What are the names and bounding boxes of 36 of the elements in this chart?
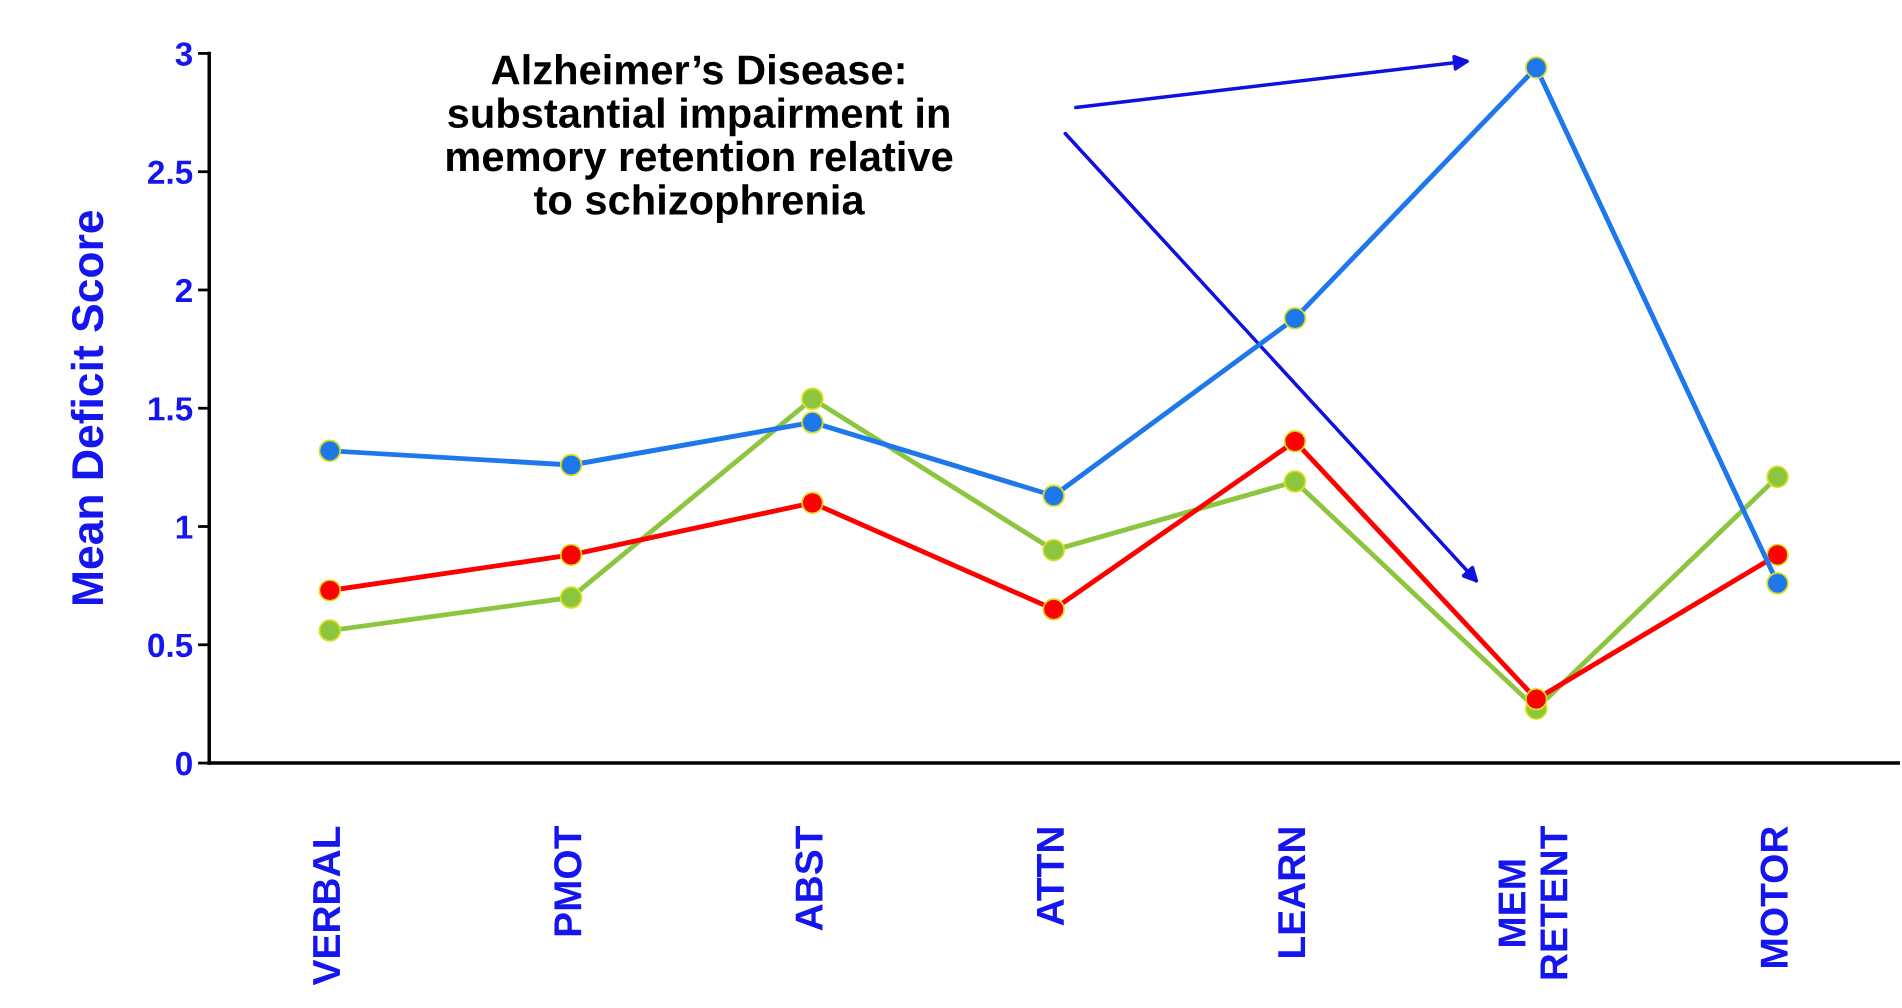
y-tick-label: 1.5 [149, 397, 193, 421]
point [1283, 430, 1307, 453]
point [1042, 538, 1065, 562]
point [1283, 470, 1307, 493]
point [1283, 307, 1307, 330]
point [1525, 687, 1548, 711]
point [559, 586, 583, 609]
y-tick-label: 1 [176, 515, 193, 539]
point [1766, 465, 1789, 489]
x-tick-label: ATTN [1037, 828, 1064, 926]
point [1766, 543, 1789, 567]
point [318, 439, 342, 463]
y-tick-label: 3 [175, 42, 193, 66]
point [801, 387, 824, 411]
point [318, 579, 342, 602]
point [318, 619, 342, 642]
x-tick-label: MEM RETENT [1498, 825, 1568, 979]
y-tick-label: 2.5 [148, 160, 193, 185]
point [1042, 484, 1065, 508]
point [1042, 598, 1065, 621]
x-tick-label: VERBAL [313, 826, 340, 986]
annotation: Alzheimer’s Disease: substantial impairment in memory retention relative to schizophrenia [447, 54, 953, 224]
point [559, 453, 583, 477]
x-tick-label: MOTOR [1760, 826, 1788, 967]
point [1525, 56, 1548, 79]
y-axis-title: Mean Deficit Score [70, 210, 104, 605]
point [801, 411, 824, 434]
point [559, 543, 583, 567]
y-tick-label: 0.5 [148, 633, 193, 658]
point [1766, 572, 1789, 595]
x-tick-label: PMOT [554, 825, 582, 936]
x-tick-label: ABST [795, 825, 823, 931]
x-tick-label: LEARN [1278, 828, 1306, 957]
y-tick-label: 2 [175, 278, 192, 303]
point [801, 491, 824, 515]
y-tick-label: 0 [176, 751, 192, 776]
